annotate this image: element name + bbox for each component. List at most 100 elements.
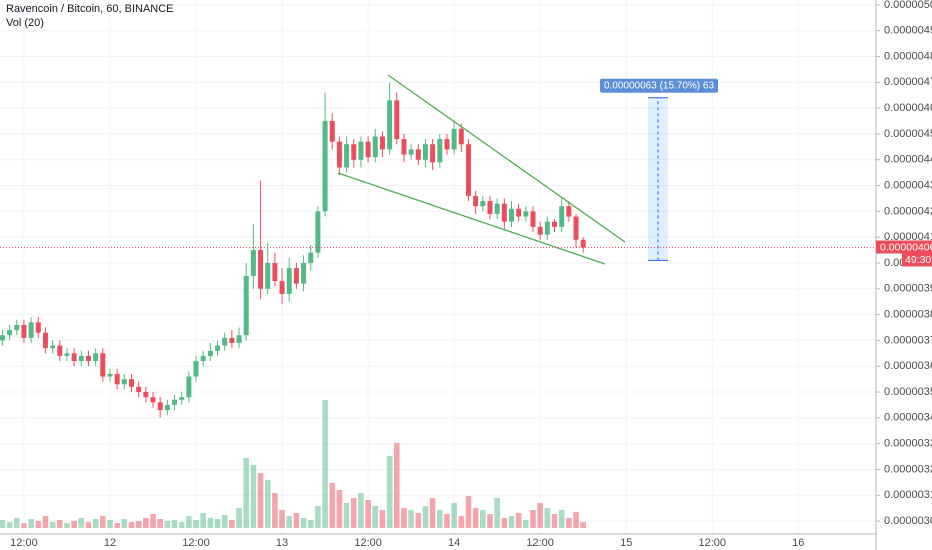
volume-bar — [358, 493, 364, 528]
candle-body — [64, 353, 70, 356]
volume-bar — [28, 519, 34, 528]
x-tick-label: 12:00 — [526, 537, 554, 549]
volume-bar — [329, 483, 336, 528]
x-tick-label: 13 — [276, 537, 288, 549]
x-tick-label: 16 — [792, 537, 804, 549]
volume-bar — [422, 506, 429, 528]
candle-body — [215, 345, 221, 351]
candle-body — [365, 141, 371, 158]
candle-body — [143, 392, 149, 398]
chart-title: Ravencoin / Bitcoin, 60, BINANCE — [6, 3, 174, 15]
candle-body — [157, 402, 163, 411]
x-tick-label: 12:00 — [354, 537, 382, 549]
volume-bar — [143, 518, 149, 528]
candle-body — [164, 404, 170, 411]
volume-bar — [580, 522, 586, 528]
volume-bar — [315, 506, 321, 528]
x-tick-label: 12 — [104, 537, 116, 549]
candle-body — [372, 136, 378, 158]
volume-bar — [13, 518, 20, 528]
y-tick-label: 0.00000370 — [884, 334, 932, 346]
candles — [0, 82, 586, 418]
volume-bar — [164, 521, 171, 528]
volume-bar — [566, 518, 572, 528]
candle-body — [258, 250, 264, 289]
x-tick-label: 12:00 — [10, 537, 38, 549]
candle-body — [121, 379, 127, 385]
candle-body — [21, 324, 27, 338]
candle-body — [250, 250, 256, 276]
candle-body — [516, 208, 522, 217]
volume-bar — [243, 458, 250, 528]
candle-body — [530, 211, 536, 227]
overlays: 0.00000063 (15.70%) 63 — [0, 78, 875, 261]
y-tick-label: 0.00000440 — [884, 154, 932, 166]
candle-body — [437, 139, 443, 163]
candle-body — [559, 206, 565, 227]
volume-bar — [494, 498, 500, 528]
candle-body — [57, 345, 63, 356]
candle-body — [301, 262, 307, 284]
volume-bar — [458, 516, 465, 528]
candle-body — [28, 322, 34, 338]
y-tick-label: 0.00000470 — [884, 76, 932, 88]
candle-body — [50, 345, 56, 349]
volume-bar — [114, 523, 120, 528]
candle-body — [172, 399, 178, 405]
candle-body — [222, 337, 228, 346]
volume-bar — [307, 520, 314, 528]
candle-body — [200, 355, 206, 362]
volume-bar — [221, 515, 228, 528]
volume-bar — [207, 518, 214, 528]
volume-bar — [150, 514, 156, 528]
candle-body — [451, 128, 457, 150]
volume-bar — [128, 522, 135, 528]
y-tick-label: 0.00000350 — [884, 386, 932, 398]
y-tick-label: 0.00000430 — [884, 179, 932, 191]
volume-bar — [451, 503, 457, 528]
candle-body — [265, 262, 271, 289]
volume-bar — [64, 523, 70, 528]
candle-body — [272, 262, 278, 282]
y-tick-label: 0.00000310 — [884, 489, 932, 501]
grid — [0, 0, 875, 534]
candle-body — [358, 141, 364, 160]
volume-bar — [300, 518, 307, 528]
volume-bar — [264, 480, 271, 528]
volume-bar — [178, 522, 185, 528]
candle-body — [422, 144, 428, 160]
volume-bar — [6, 522, 13, 528]
candle-body — [322, 121, 328, 212]
candle-body — [566, 206, 572, 217]
x-tick-label: 12:00 — [182, 537, 210, 549]
candle-body — [487, 201, 493, 214]
volume-bar — [429, 498, 436, 528]
candle-body — [379, 136, 385, 150]
volume-bar — [465, 496, 472, 528]
y-tick-label: 0.00000330 — [884, 438, 932, 450]
volume-pane — [0, 400, 586, 528]
candle-body — [308, 252, 314, 263]
volume-bar — [508, 516, 515, 528]
y-tick-label: 0.00000300 — [884, 515, 932, 527]
volume-bar — [85, 522, 92, 528]
measure-label: 0.00000063 (15.70%) 63 — [604, 80, 715, 91]
candle-body — [279, 281, 285, 294]
candle-body — [473, 195, 479, 207]
y-tick-label: 0.00000490 — [884, 25, 932, 37]
volume-bar — [0, 520, 6, 528]
volume-bar — [472, 508, 479, 528]
candle-body — [150, 397, 156, 403]
candle-body — [344, 144, 350, 168]
volume-bar — [171, 520, 178, 528]
volume-bar — [401, 508, 407, 528]
candle-body — [7, 330, 13, 336]
trend-line-lower — [337, 172, 606, 265]
candle-body — [494, 203, 500, 214]
candle-body — [336, 141, 342, 168]
candle-body — [236, 335, 242, 343]
volume-bar — [444, 514, 450, 528]
volume-bar — [501, 518, 508, 528]
